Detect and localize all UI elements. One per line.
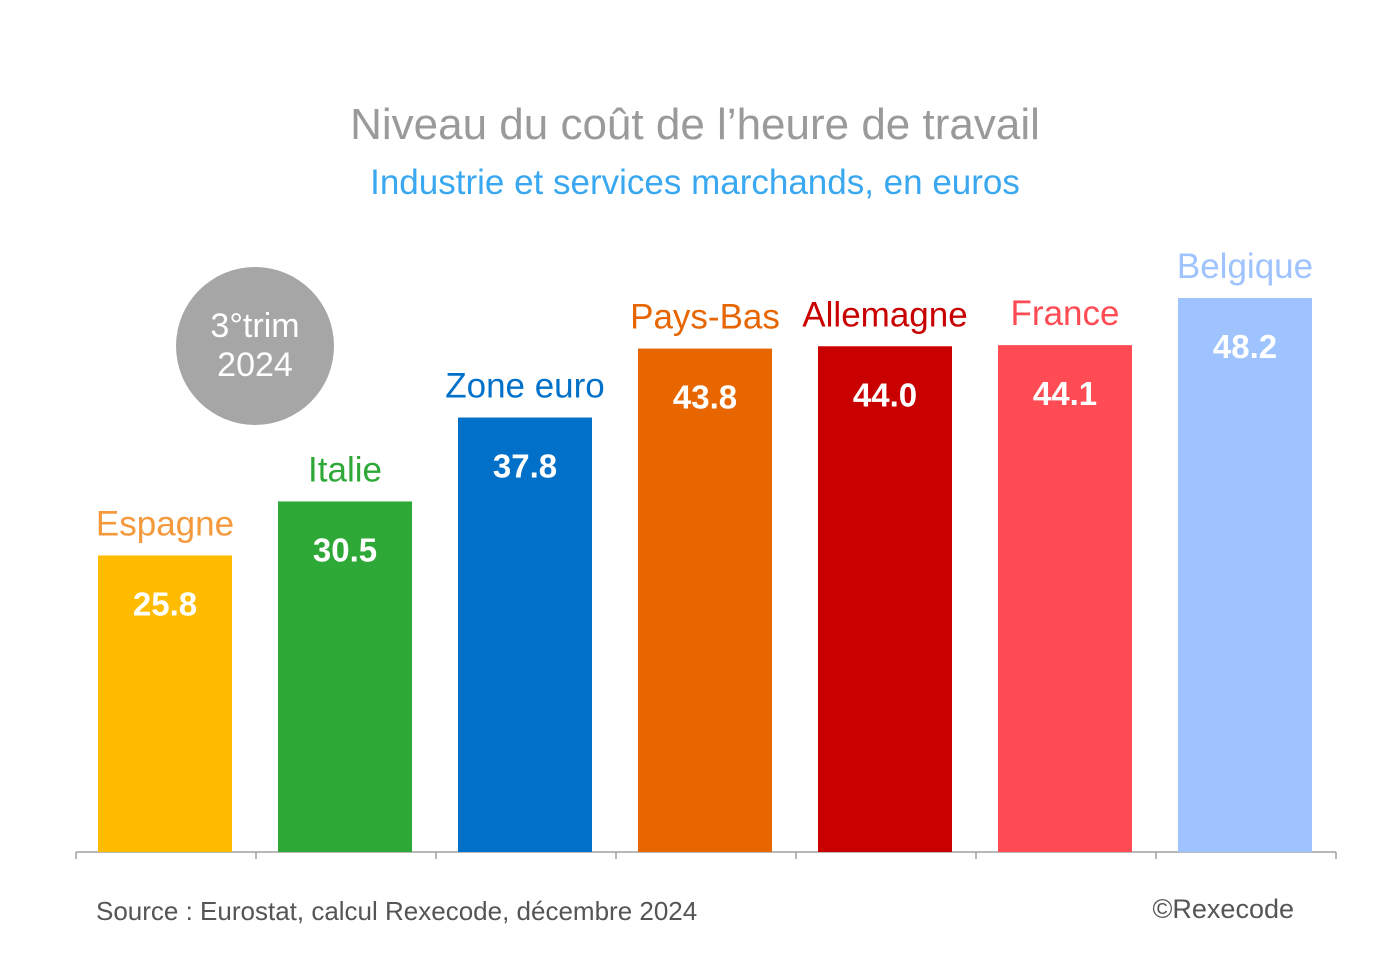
source-note: Source : Eurostat, calcul Rexecode, déce… [96,896,698,926]
bar-value-label: 48.2 [1213,328,1277,365]
period-badge-line2: 2024 [217,346,293,384]
bar-france [998,345,1132,852]
period-badge: 3°trim 2024 [176,267,334,425]
category-label: Espagne [96,504,234,543]
copyright-note: ©Rexecode [1152,894,1294,924]
chart-title: Niveau du coût de l’heure de travail [350,100,1040,149]
category-label: Italie [308,450,382,489]
category-label: Belgique [1177,247,1313,286]
bar-value-label: 44.0 [853,376,917,413]
bar-value-label: 44.1 [1033,375,1097,412]
bar-value-label: 30.5 [313,531,377,568]
bar-italie [278,501,412,852]
chart-subtitle: Industrie et services marchands, en euro… [370,163,1020,202]
category-label: Pays-Bas [630,298,780,337]
category-label: France [1011,294,1120,333]
category-label: Allemagne [802,295,967,334]
bar-value-label: 43.8 [673,379,737,416]
bar-pays-bas [638,348,772,852]
bar-espagne [98,555,232,852]
bar-zone-euro [458,417,592,852]
bar-value-label: 37.8 [493,448,557,485]
category-label: Zone euro [445,367,605,406]
bar-allemagne [818,346,952,852]
period-badge-line1: 3°trim [210,307,300,345]
bar-value-label: 25.8 [133,585,197,622]
bar-belgique [1178,298,1312,852]
